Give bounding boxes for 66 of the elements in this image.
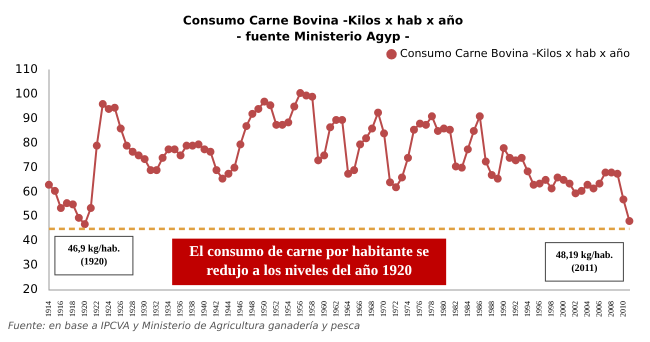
x-tick-label: 1952: [271, 301, 280, 317]
x-tick-label: 1918: [68, 301, 77, 317]
annotation: 46,9 kg/hab. (1920): [68, 244, 120, 268]
x-tick-label: 2000: [558, 301, 568, 317]
x-tick-label: 1978: [427, 301, 436, 317]
y-tick-label: 90: [22, 110, 38, 125]
x-tick-label: 1972: [391, 301, 400, 317]
annotation: 48,19 kg/hab. (2011): [556, 250, 614, 274]
x-tick-label: 1946: [236, 301, 244, 317]
x-tick-label: 2006: [594, 301, 604, 317]
x-tick-label: 1948: [247, 301, 256, 317]
x-tick-label: 2008: [606, 301, 616, 317]
x-tick-label: 1998: [546, 301, 556, 317]
x-tick-label: 1986: [474, 301, 484, 317]
x-tick-label: 1982: [450, 301, 460, 317]
x-tick-label: 1964: [343, 301, 352, 317]
y-tick-label: 50: [22, 208, 38, 223]
x-tick-label: 1996: [534, 301, 544, 317]
y-tick-label: 40: [22, 233, 38, 248]
x-tick-label: 1994: [522, 301, 532, 317]
x-tick-label: 1992: [510, 301, 520, 317]
x-tick-label: 1960: [319, 301, 328, 317]
x-tick-label: 1916: [56, 301, 65, 317]
x-tick-label: 1938: [188, 301, 197, 317]
x-tick-label: 1966: [355, 301, 364, 317]
x-tick-label: 1970: [379, 301, 388, 317]
x-tick-label: 1968: [367, 301, 376, 317]
y-tick-label: 110: [15, 62, 38, 76]
x-tick-label: 1924: [104, 301, 113, 317]
x-tick-label: 1988: [486, 301, 496, 317]
chart-title: Consumo Carne Bovina -Kilos x hab x año: [182, 13, 464, 28]
x-tick-label: 1930: [140, 301, 149, 317]
y-tick-label: 30: [22, 258, 38, 272]
x-tick-label: 1940: [200, 301, 209, 317]
x-tick-label: 2004: [582, 301, 592, 317]
x-tick-label: 1974: [403, 301, 412, 317]
x-tick-label: 1914: [44, 301, 53, 317]
x-tick-label: 1942: [212, 301, 221, 317]
x-tick-label: 1936: [176, 301, 185, 317]
x-tick-label: 1932: [152, 301, 161, 317]
y-tick-label: 80: [22, 135, 38, 150]
annotation: El consumo de carne por habitante se redujo a los niveles del año 1920: [189, 244, 430, 280]
x-tick-label: 1984: [462, 301, 472, 317]
x-tick-label: 2010: [618, 301, 628, 317]
legend-label: Consumo Carne Bovina -Kilos x hab x año: [400, 47, 630, 60]
y-tick-label: 20: [22, 282, 38, 296]
x-tick-label: 1950: [259, 301, 268, 317]
y-tick-label: 70: [22, 160, 38, 174]
x-tick-label: 2002: [570, 301, 580, 317]
x-tick-label: 1980: [438, 301, 448, 317]
x-tick-label: 1990: [498, 301, 508, 317]
x-tick-label: 1920: [80, 301, 89, 317]
x-tick-label: 1944: [224, 301, 233, 317]
x-tick-label: 1956: [295, 301, 304, 317]
x-tick-label: 1958: [307, 301, 316, 317]
x-tick-label: 1928: [128, 301, 137, 317]
x-tick-label: 1976: [415, 301, 424, 317]
x-tick-label: 1922: [92, 301, 101, 317]
x-tick-label: 1934: [164, 301, 173, 317]
y-tick-label: 100: [15, 86, 38, 100]
source-note: Fuente: en base a IPCVA y Ministerio de Agricultura ganadería y pesca: [8, 320, 362, 334]
x-tick-label: 1962: [331, 301, 340, 317]
x-tick-label: 1954: [283, 301, 292, 317]
x-tick-label: 1926: [116, 301, 125, 317]
y-tick-label: 60: [22, 184, 38, 198]
chart-subtitle: - fuente Ministerio Agyp -: [236, 30, 410, 44]
